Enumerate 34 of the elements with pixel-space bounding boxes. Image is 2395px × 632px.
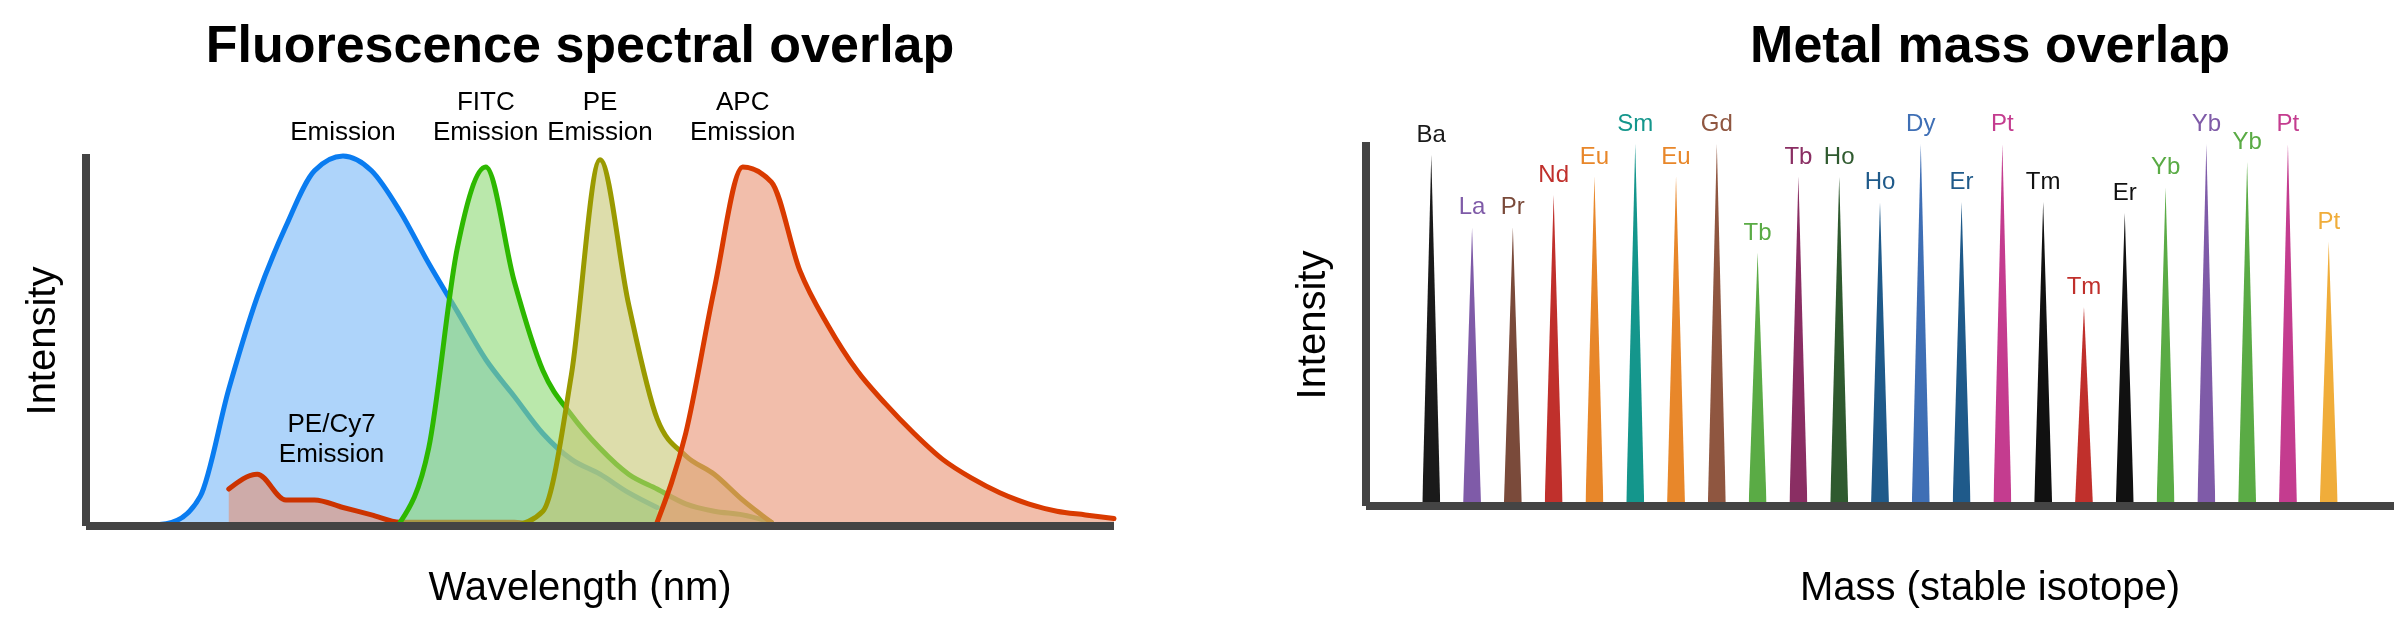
annotation: Eu: [1579, 141, 1610, 169]
annotation: Er: [2112, 177, 2137, 205]
annotation: Tb: [1743, 217, 1772, 245]
annotation: Dy: [1906, 109, 1936, 136]
x-axis-title: Mass (stable isotope): [1799, 564, 2181, 608]
annotation: Pt: [2276, 109, 2300, 136]
annotation: Yb: [2191, 109, 2222, 136]
series-label: Emission: [290, 116, 396, 146]
annotation: Tb: [1784, 141, 1813, 169]
annotation: Sm: [1617, 109, 1654, 136]
series-label: APC Emission: [690, 86, 796, 146]
series-label: PE/Cy7 Emission: [278, 408, 385, 469]
annotation: Yb: [2232, 127, 2262, 155]
annotation: Pt: [2317, 206, 2341, 234]
y-axis-title: Intensity: [1289, 250, 1333, 400]
annotation: Pt: [1991, 109, 2015, 136]
annotation: Yb: [2150, 152, 2181, 180]
annotation: Eu: [1661, 141, 1691, 169]
series-label: PE Emission: [547, 86, 653, 146]
annotation: Er: [1949, 166, 1974, 194]
annotation: Tm: [2025, 166, 2061, 194]
series-label: FITC Emission: [433, 86, 539, 146]
annotation: Nd: [1538, 159, 1569, 187]
annotation: Pr: [1500, 192, 1525, 220]
annotation: Tm: [2066, 271, 2102, 299]
x-axis-title: Wavelength (nm): [428, 564, 732, 608]
chart-title: Fluorescence spectral overlap: [205, 15, 955, 73]
y-axis-title: Intensity: [19, 266, 63, 416]
annotation: La: [1458, 192, 1487, 220]
annotation: Ba: [1416, 119, 1447, 147]
annotation: Ho: [1823, 141, 1855, 169]
annotation: Gd: [1700, 109, 1733, 136]
annotation: Ho: [1864, 166, 1896, 194]
chart-title: Metal mass overlap: [1750, 15, 2230, 73]
